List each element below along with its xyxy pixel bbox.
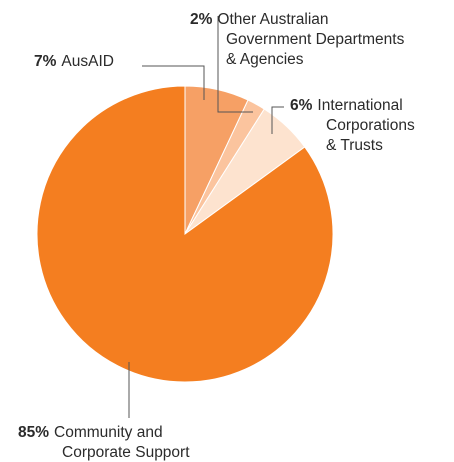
leader-lines — [128, 16, 284, 418]
slice-label-international: 6% International Corporations & Trusts — [290, 97, 415, 154]
slice-name-line: Corporations — [326, 117, 415, 134]
pie-slice-community — [36, 85, 334, 383]
leader-line-international — [271, 106, 284, 134]
slice-percent-international: 6% — [290, 97, 313, 114]
slice-percent-ausaid: 7% — [34, 53, 57, 70]
slice-name-line: Community and — [54, 424, 163, 441]
slice-name-line: Corporate Support — [62, 444, 190, 461]
slice-label-other-govt: 2% Other Australian Government Departments… — [190, 11, 405, 68]
leader-line-ausaid — [142, 65, 205, 100]
slice-percent-community: 85% — [18, 424, 49, 441]
pie-slices — [36, 85, 334, 383]
slice-name-line: AusAID — [61, 53, 114, 70]
slice-name-line: & Agencies — [226, 51, 304, 68]
slice-percent-other-govt: 2% — [190, 11, 213, 28]
slice-name-line: Other Australian — [217, 11, 328, 28]
leader-line-other-govt — [217, 16, 253, 113]
slice-name-line: Government Departments — [226, 31, 405, 48]
slice-label-ausaid: 7% AusAID — [34, 53, 114, 70]
slice-labels: 7% AusAID 2% Other Australian Government Dep… — [18, 11, 415, 461]
slice-name-line: International — [317, 97, 402, 114]
slice-name-line: & Trusts — [326, 137, 383, 154]
slice-label-community: 85% Community and Corporate Support — [18, 424, 190, 461]
